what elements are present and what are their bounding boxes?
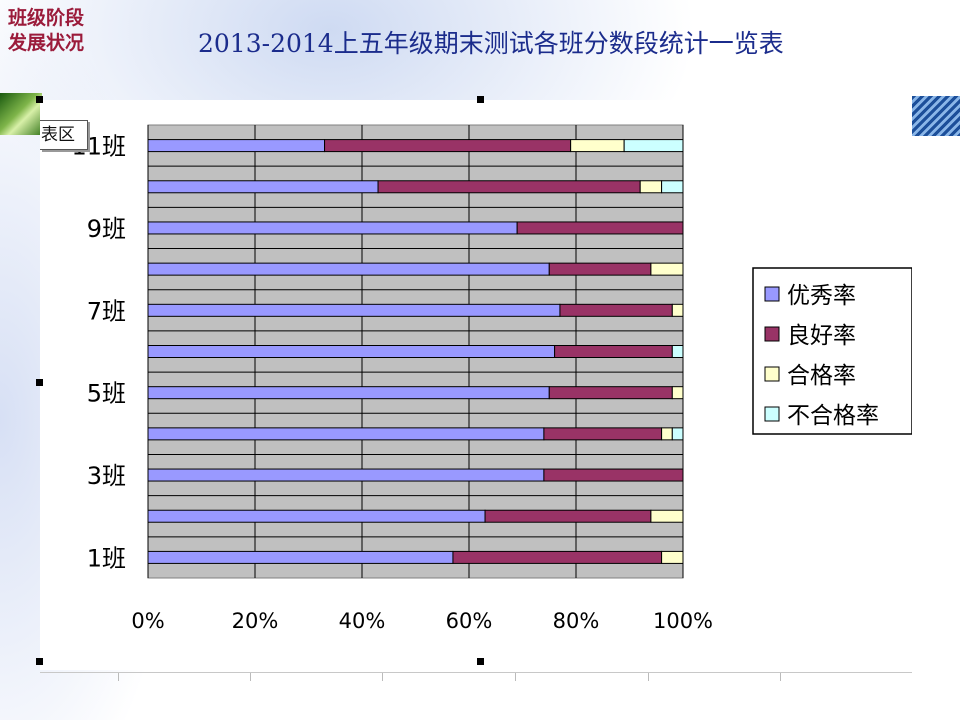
bar-9-series-2 — [516, 221, 684, 235]
selection-handle-top-middle[interactable] — [477, 96, 484, 103]
bar-5-series-2 — [548, 386, 673, 400]
x-tick-label: 20% — [232, 609, 279, 633]
legend-label: 良好率 — [787, 323, 856, 349]
decorative-image-left — [0, 93, 42, 135]
bar-4-series-1 — [147, 427, 545, 441]
category-label: 3班 — [87, 462, 126, 490]
legend-swatch — [764, 326, 780, 342]
legend-swatch — [764, 406, 780, 422]
bar-7-series-3 — [671, 303, 684, 317]
x-tick-label: 40% — [339, 609, 386, 633]
category-label: 9班 — [87, 215, 126, 243]
bar-1-series-3 — [661, 550, 684, 564]
bar-10-series-2 — [377, 180, 641, 194]
bar-3-series-1 — [147, 468, 545, 482]
chart-area[interactable]: 1班 3班 5班 7班 9班 11班 0% 20% 40% 60% 80% 100% 优秀率 良好率 合格率… — [40, 100, 913, 670]
legend-label: 优秀率 — [787, 283, 856, 309]
x-tick-label: 60% — [446, 609, 493, 633]
bar-2-series-3 — [650, 509, 684, 523]
legend-swatch — [764, 366, 780, 382]
bar-10-series-1 — [147, 180, 379, 194]
category-label: 1班 — [87, 544, 126, 572]
selection-handle-bottom-left[interactable] — [36, 658, 43, 665]
bar-11-series-1 — [147, 139, 326, 153]
bar-6-series-1 — [147, 345, 556, 358]
bar-8-series-3 — [650, 262, 684, 276]
selection-handle-middle-left[interactable] — [36, 379, 43, 386]
bar-2-series-2 — [484, 509, 652, 523]
bar-4-series-2 — [543, 427, 663, 441]
slide-title: 2013-2014上五年级期末测试各班分数段统计一览表 — [198, 29, 784, 58]
chart-area-tag: 表区 — [40, 120, 88, 150]
category-label: 7班 — [87, 297, 126, 325]
corner-label: 班级阶段 发展状况 — [8, 6, 84, 56]
bar-5-series-3 — [671, 386, 684, 400]
x-tick-label: 0% — [131, 609, 164, 633]
bar-6-series-2 — [554, 345, 673, 358]
bar-1-series-2 — [452, 550, 663, 564]
legend-label: 不合格率 — [787, 403, 879, 429]
bar-4-series-3 — [661, 427, 673, 441]
selection-handle-bottom-middle[interactable] — [477, 658, 484, 665]
bar-10-series-4 — [661, 180, 684, 194]
bar-6-series-4 — [671, 345, 684, 358]
legend-label: 合格率 — [787, 363, 856, 389]
bar-11-series-4 — [623, 139, 684, 153]
legend-swatch — [764, 286, 780, 302]
x-tick-label: 80% — [553, 609, 600, 633]
bar-9-series-1 — [147, 221, 518, 235]
bar-7-series-2 — [559, 303, 673, 317]
bar-10-series-3 — [639, 180, 663, 194]
bar-3-series-2 — [543, 468, 684, 482]
bar-11-series-3 — [570, 139, 625, 153]
bar-8-series-2 — [548, 262, 652, 276]
bar-8-series-1 — [147, 262, 550, 276]
decorative-image-right — [912, 96, 960, 136]
bottom-ruler — [40, 672, 912, 681]
bar-2-series-1 — [147, 509, 486, 523]
bar-5-series-1 — [147, 386, 550, 400]
bar-1-series-1 — [147, 550, 454, 564]
selection-handle-top-left[interactable] — [36, 96, 43, 103]
corner-label-line2: 发展状况 — [8, 32, 85, 54]
bar-11-series-2 — [324, 139, 572, 153]
corner-label-line1: 班级阶段 — [8, 7, 85, 29]
x-tick-label: 100% — [653, 609, 713, 633]
bar-7-series-1 — [147, 303, 561, 317]
category-label: 5班 — [87, 380, 126, 408]
bar-4-series-4 — [671, 427, 684, 441]
